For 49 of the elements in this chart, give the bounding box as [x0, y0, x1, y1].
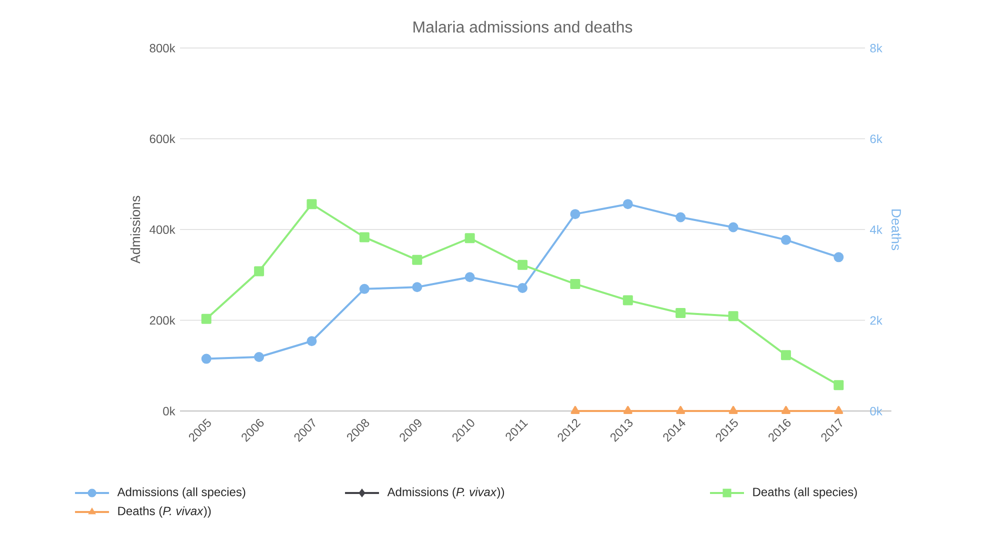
point: [570, 209, 580, 220]
point: [359, 284, 370, 294]
legend-label: Admissions (P. vivax)): [387, 487, 504, 499]
y-tick-label: 200k: [150, 316, 176, 325]
point: [412, 254, 422, 265]
point: [676, 212, 686, 222]
point: [518, 283, 528, 294]
y-tick-label: 800k: [150, 44, 176, 52]
y2-tick-label: 0k: [870, 406, 882, 416]
point: [359, 232, 370, 242]
y-tick-label: 0k: [163, 406, 176, 416]
y2-axis-title: Deaths: [892, 209, 902, 250]
chart-title: Malaria admissions and deaths: [414, 20, 632, 33]
point: [518, 260, 528, 270]
point: [464, 233, 475, 244]
point: [834, 252, 844, 262]
point: [254, 266, 264, 276]
y-tick-label: 600k: [150, 134, 176, 144]
legend-label: Admissions (all species): [117, 487, 246, 499]
point: [412, 282, 422, 292]
point: [622, 295, 633, 306]
point: [306, 199, 317, 210]
point: [676, 308, 686, 318]
point: [201, 314, 212, 324]
point: [623, 406, 632, 414]
point: [464, 272, 475, 282]
legend-label: Deaths (all species): [753, 487, 857, 499]
point: [834, 406, 844, 414]
point: [780, 234, 791, 245]
y-tick-label: 400k: [150, 225, 176, 234]
point: [201, 354, 212, 364]
point: [254, 352, 264, 362]
y2-tick-label: 8k: [870, 44, 882, 52]
point: [570, 278, 580, 289]
point: [728, 311, 738, 322]
y2-tick-label: 4k: [870, 225, 882, 234]
y-axis-title: Admissions: [130, 196, 140, 264]
point: [728, 222, 738, 232]
y2-tick-label: 6k: [870, 134, 882, 144]
point: [834, 380, 844, 390]
point: [676, 406, 686, 414]
point: [782, 406, 790, 414]
point: [306, 336, 317, 346]
point: [570, 406, 580, 414]
point: [622, 199, 633, 210]
y2-tick-label: 2k: [870, 316, 882, 325]
legend-label: Deaths (P. vivax)): [118, 506, 211, 518]
point: [728, 406, 738, 414]
point: [780, 350, 791, 360]
